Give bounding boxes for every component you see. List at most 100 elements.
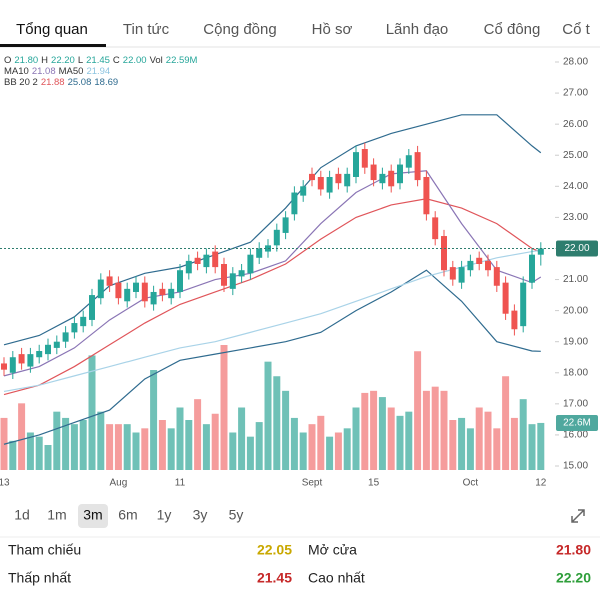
candle-body	[177, 270, 183, 292]
volume-bar	[396, 415, 404, 470]
volume-bar	[326, 436, 334, 470]
tab[interactable]: Tổng quan	[16, 21, 88, 38]
range-button[interactable]: 1y	[157, 507, 172, 523]
legend-piece: H	[41, 55, 48, 66]
volume-bar	[519, 399, 527, 470]
volume-bar	[132, 432, 140, 470]
volume-bar	[282, 390, 290, 470]
candle-body	[80, 316, 87, 327]
volume-bar	[537, 422, 545, 470]
range-button[interactable]: 3m	[83, 507, 102, 523]
candle-body	[229, 273, 236, 289]
y-tick-label: 16.00	[563, 430, 588, 441]
quote-value: 22.20	[556, 570, 591, 586]
volume-bar	[246, 436, 254, 470]
candle-body	[485, 260, 491, 271]
volume-bar	[378, 397, 386, 470]
candle-body	[467, 260, 474, 271]
candle-body	[449, 267, 456, 280]
volume-bar	[528, 424, 536, 470]
legend-piece: 22.59M	[166, 55, 198, 66]
candle-body	[335, 173, 342, 184]
quote-label: Tham chiếu	[8, 542, 81, 558]
candle-body	[212, 251, 219, 268]
volume-bar	[211, 413, 219, 470]
candle-body	[27, 354, 34, 367]
x-tick-label: 13	[0, 478, 10, 489]
candle-body	[537, 248, 544, 255]
volume-bar	[273, 376, 281, 470]
quote-label: Cao nhất	[308, 570, 365, 586]
volume-bar	[317, 415, 325, 470]
volume-bar	[18, 403, 26, 470]
legend-piece: 21.80	[14, 55, 38, 66]
volume-bar	[167, 428, 175, 470]
volume-bar	[202, 424, 210, 470]
range-button[interactable]: 3y	[193, 507, 208, 523]
candle-body	[185, 260, 192, 274]
tab[interactable]: Cổ t	[562, 21, 590, 38]
x-tick-label: 11	[175, 478, 186, 489]
legend-piece: O	[4, 55, 11, 66]
range-button[interactable]: 6m	[118, 507, 137, 523]
volume-bar	[343, 428, 351, 470]
volume-bar	[185, 420, 193, 470]
range-button[interactable]: 1d	[14, 507, 30, 523]
candle-body	[106, 276, 113, 286]
volume-label-bg	[556, 414, 598, 431]
legend-piece: 22.20	[51, 55, 75, 66]
range-button[interactable]: 1m	[47, 507, 66, 523]
tab[interactable]: Tin tức	[123, 21, 170, 38]
candle-body	[414, 152, 421, 181]
y-tick-label: 17.00	[563, 398, 588, 409]
x-tick-label: Aug	[110, 478, 128, 489]
candle-body	[388, 170, 395, 187]
y-tick-label: 27.00	[563, 88, 588, 99]
legend-piece: MA50	[59, 66, 84, 77]
x-tick-label: Sept	[302, 478, 323, 489]
tab[interactable]: Cổ đông	[484, 21, 541, 38]
x-tick-label: Oct	[463, 478, 479, 489]
volume-bar	[229, 432, 237, 470]
volume-bar	[123, 424, 131, 470]
volume-bar	[70, 424, 78, 470]
candle-body	[124, 288, 131, 302]
legend-piece: MA10	[4, 66, 29, 77]
volume-bar	[361, 392, 369, 470]
legend-piece: BB 20 2	[4, 77, 38, 88]
candle-body	[511, 310, 518, 330]
tab[interactable]: Hồ sơ	[312, 21, 353, 38]
candle-body	[9, 357, 16, 373]
tab-bar	[0, 0, 600, 47]
indicator-line	[3, 269, 541, 445]
candle-body	[194, 257, 201, 264]
volume-bar	[264, 361, 272, 470]
candle-body	[379, 173, 386, 184]
volume-bar	[449, 420, 457, 470]
volume-bar	[158, 420, 166, 470]
candle-body	[397, 164, 403, 184]
volume-bar	[484, 411, 492, 470]
candle-body	[36, 351, 43, 358]
volume-bar	[35, 436, 43, 470]
volume-bar	[440, 390, 448, 470]
volume-bar	[493, 428, 501, 470]
volume-bar	[414, 351, 422, 470]
volume-bar	[220, 345, 228, 470]
candle-body	[282, 217, 289, 233]
volume-bar	[458, 417, 466, 470]
volume-label: 22.6M	[563, 418, 591, 429]
y-tick-label: 25.00	[563, 150, 588, 161]
tab[interactable]: Lãnh đạo	[386, 21, 449, 38]
candle-body	[150, 291, 157, 305]
range-button[interactable]: 5y	[229, 507, 244, 523]
y-tick-label: 28.00	[563, 57, 588, 68]
candle-body	[159, 288, 166, 296]
price-label-bg	[556, 240, 598, 257]
legend-piece: L	[78, 55, 83, 66]
candle-body	[423, 176, 430, 215]
expand-icon[interactable]	[571, 509, 585, 523]
tab[interactable]: Cộng đồng	[203, 21, 276, 38]
volume-bar	[44, 445, 52, 470]
candle-body	[62, 332, 69, 342]
